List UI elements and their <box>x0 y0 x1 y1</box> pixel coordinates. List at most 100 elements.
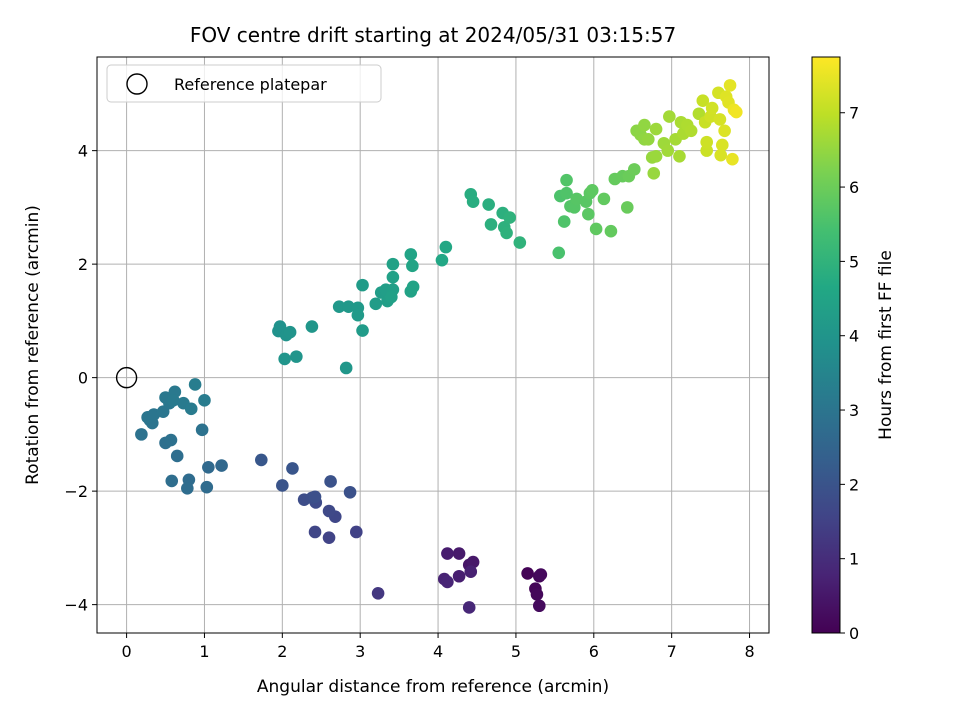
colorbar-tick-label: 2 <box>849 475 859 494</box>
data-point <box>642 132 655 146</box>
data-point <box>356 324 369 337</box>
x-tick-label: 1 <box>199 642 209 661</box>
colorbar-tick-label: 7 <box>849 104 859 123</box>
data-point <box>339 361 353 375</box>
data-point <box>560 173 573 187</box>
data-point <box>582 207 595 221</box>
x-tick-label: 4 <box>433 642 443 661</box>
data-point <box>647 167 661 180</box>
data-point <box>164 433 178 447</box>
x-tick-label: 3 <box>355 642 365 661</box>
x-tick-label: 7 <box>667 642 677 661</box>
colorbar-gradient <box>811 56 841 634</box>
data-point <box>684 124 698 138</box>
data-point <box>673 150 686 163</box>
data-point <box>406 259 419 273</box>
data-point <box>464 565 478 579</box>
data-point <box>532 599 546 613</box>
colorbar-label: Hours from first FF file <box>876 250 896 440</box>
data-point <box>466 555 480 569</box>
colorbar-tick-label: 6 <box>849 178 859 197</box>
data-point <box>649 122 663 136</box>
data-point <box>552 246 566 260</box>
data-point <box>715 138 729 152</box>
colorbar-tick-label: 3 <box>849 401 859 420</box>
data-point <box>200 480 214 494</box>
data-point <box>713 113 727 126</box>
data-point <box>165 474 179 488</box>
colorbar-tick-label: 4 <box>849 327 859 346</box>
data-point <box>181 481 194 495</box>
x-axis-label: Angular distance from reference (arcmin) <box>257 677 609 697</box>
data-point <box>723 79 737 92</box>
y-tick-label: 0 <box>78 369 88 388</box>
data-point <box>308 490 322 504</box>
data-point <box>283 325 297 339</box>
data-point <box>386 270 400 284</box>
y-tick-label: 4 <box>78 142 88 161</box>
y-tick-label: −2 <box>64 482 88 501</box>
data-point <box>435 253 449 267</box>
chart-title: FOV centre drift starting at 2024/05/31 … <box>190 23 676 47</box>
data-point <box>700 135 714 149</box>
data-point <box>482 198 495 211</box>
x-axis-ticks: 0 1 2 3 4 5 6 7 8 <box>121 633 755 661</box>
data-point <box>195 423 209 437</box>
data-point <box>369 297 383 311</box>
data-point <box>167 394 180 407</box>
data-point <box>255 453 268 467</box>
data-point <box>386 257 400 271</box>
legend-reference-label: Reference platepar <box>174 75 327 94</box>
data-point <box>604 224 618 238</box>
data-point <box>462 601 476 614</box>
data-point <box>404 248 418 261</box>
y-axis-label: Rotation from reference (arcmin) <box>23 205 43 485</box>
data-point <box>439 240 453 254</box>
data-point <box>406 280 420 294</box>
x-tick-label: 6 <box>589 642 599 661</box>
colorbar: 0 1 2 3 4 5 6 7 Hours from first FF file <box>811 56 896 643</box>
data-point <box>466 195 480 209</box>
data-point <box>714 148 728 162</box>
data-point <box>322 504 336 518</box>
plot-frame <box>96 56 770 634</box>
data-point <box>705 101 719 115</box>
data-point <box>627 163 641 176</box>
legend: Reference platepar <box>106 64 382 103</box>
reference-platepar-marker <box>115 366 138 389</box>
data-point <box>135 428 148 441</box>
colorbar-tick-label: 5 <box>849 252 859 271</box>
colorbar-ticks: 0 1 2 3 4 5 6 7 <box>840 104 859 643</box>
data-point <box>560 186 573 200</box>
data-point <box>729 105 743 119</box>
x-tick-label: 0 <box>121 642 131 661</box>
data-point <box>170 449 184 463</box>
data-point <box>290 350 303 363</box>
data-point <box>441 547 454 560</box>
data-point <box>589 222 603 236</box>
data-point <box>649 150 663 163</box>
data-point <box>202 460 215 474</box>
data-point <box>513 236 527 249</box>
x-tick-label: 2 <box>277 642 287 661</box>
data-point <box>278 352 291 366</box>
colorbar-tick-label: 1 <box>849 550 859 569</box>
data-point <box>718 124 731 138</box>
data-point <box>188 378 202 391</box>
data-point <box>663 110 676 123</box>
data-point <box>308 525 322 539</box>
data-point <box>452 569 466 583</box>
data-point <box>332 300 346 313</box>
data-point <box>503 211 516 224</box>
data-point <box>530 588 544 601</box>
data-point <box>276 479 289 492</box>
data-point <box>343 485 357 499</box>
data-point <box>215 459 228 472</box>
legend-box <box>106 64 382 103</box>
data-point <box>638 118 651 132</box>
data-point <box>484 218 498 231</box>
data-point <box>351 308 365 322</box>
data-point <box>452 547 466 560</box>
colorbar-tick-label: 0 <box>849 624 859 643</box>
